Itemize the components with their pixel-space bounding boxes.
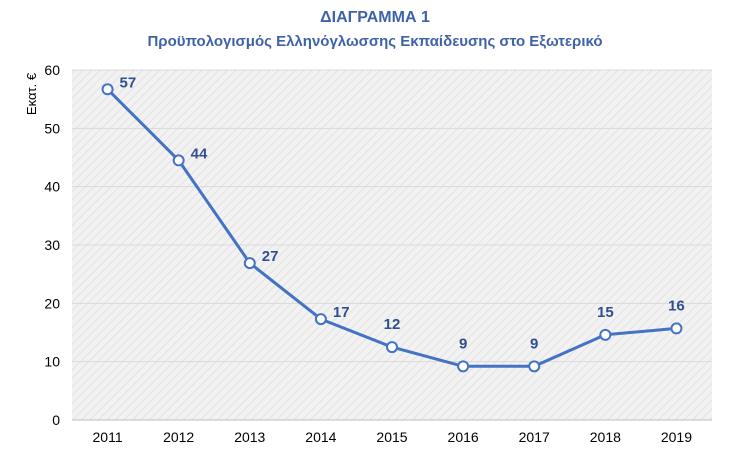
data-point	[172, 154, 185, 167]
data-label: 17	[333, 304, 350, 321]
x-tick-label: 2015	[376, 429, 407, 445]
data-label: 15	[597, 304, 614, 321]
data-label: 57	[120, 74, 137, 91]
chart-subtitle: Προϋπολογισμός Ελληνόγλωσσης Εκπαίδευσης…	[147, 33, 603, 50]
y-axis-label: Εκατ. €	[24, 72, 39, 115]
x-tick-label: 2011	[93, 429, 123, 445]
y-tick-label: 40	[44, 179, 60, 195]
y-tick-label: 0	[52, 412, 60, 428]
data-point	[314, 313, 327, 326]
chart-title: ΔΙΑΓΡΑΜΜΑ 1	[320, 9, 430, 26]
y-tick-label: 10	[44, 354, 60, 370]
data-label: 16	[668, 297, 685, 314]
x-tick-label: 2013	[234, 429, 265, 445]
x-tick-label: 2018	[590, 429, 621, 445]
data-point	[599, 328, 612, 341]
y-tick-label: 30	[44, 237, 60, 253]
data-point	[386, 341, 398, 354]
data-point	[670, 322, 683, 335]
y-tick-label: 50	[44, 120, 60, 136]
y-tick-label: 60	[44, 62, 60, 78]
x-tick-label: 2016	[448, 429, 479, 445]
data-label: 12	[384, 316, 401, 333]
data-label: 27	[262, 248, 279, 265]
x-tick-label: 2019	[661, 429, 692, 445]
x-tick-label: 2012	[163, 429, 194, 445]
data-label: 9	[459, 335, 467, 352]
y-tick-label: 20	[44, 295, 60, 311]
data-label: 44	[191, 145, 208, 162]
data-point	[101, 83, 114, 96]
x-tick-label: 2017	[519, 429, 550, 445]
data-point	[457, 360, 470, 373]
data-point	[243, 257, 256, 270]
x-tick-label: 2014	[305, 429, 336, 445]
data-label: 9	[530, 335, 538, 352]
data-point	[528, 360, 541, 373]
